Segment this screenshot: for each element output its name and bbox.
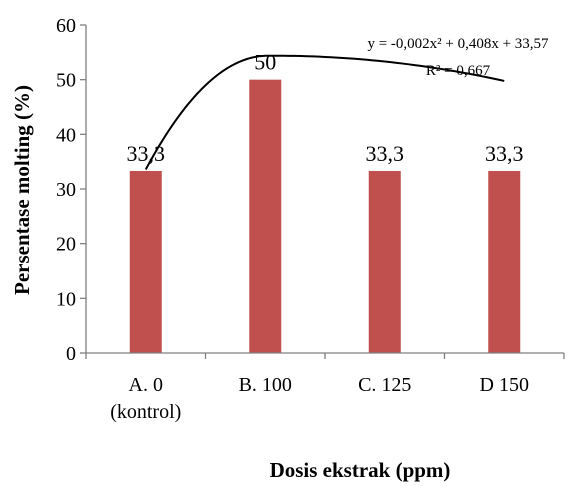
- data-label: 33,3: [366, 141, 405, 166]
- y-tick-label: 0: [66, 343, 76, 365]
- bar: [130, 171, 162, 353]
- bar: [488, 171, 520, 353]
- data-label: 33,3: [485, 141, 524, 166]
- y-axis-title: Persentase molting (%): [10, 85, 34, 295]
- data-label: 33,3: [127, 141, 166, 166]
- x-tick-label: C. 125: [358, 374, 411, 396]
- bar: [249, 80, 281, 353]
- trendline-r-squared: R² = 0,667: [426, 63, 491, 79]
- x-tick-label: A. 0: [129, 374, 163, 396]
- bar: [369, 171, 401, 353]
- x-tick-label: (kontrol): [110, 401, 181, 423]
- bars: [130, 80, 521, 353]
- x-axis-ticks: A. 0 (kontrol) B. 100 C. 125 D 150: [86, 353, 564, 423]
- x-tick-label: D 150: [480, 374, 529, 396]
- y-tick-label: 10: [56, 288, 76, 310]
- y-tick-label: 20: [56, 234, 76, 256]
- y-tick-label: 50: [56, 70, 76, 92]
- y-axis-ticks: 0 10 20 30 40 50 60: [56, 15, 86, 365]
- x-axis-title: Dosis ekstrak (ppm): [270, 458, 451, 482]
- y-tick-label: 40: [56, 124, 76, 146]
- y-tick-label: 60: [56, 15, 76, 37]
- x-tick-label: B. 100: [239, 374, 292, 396]
- data-label: 50: [254, 50, 276, 75]
- trendline-equation: y = -0,002x² + 0,408x + 33,57: [367, 36, 549, 52]
- y-tick-label: 30: [56, 179, 76, 201]
